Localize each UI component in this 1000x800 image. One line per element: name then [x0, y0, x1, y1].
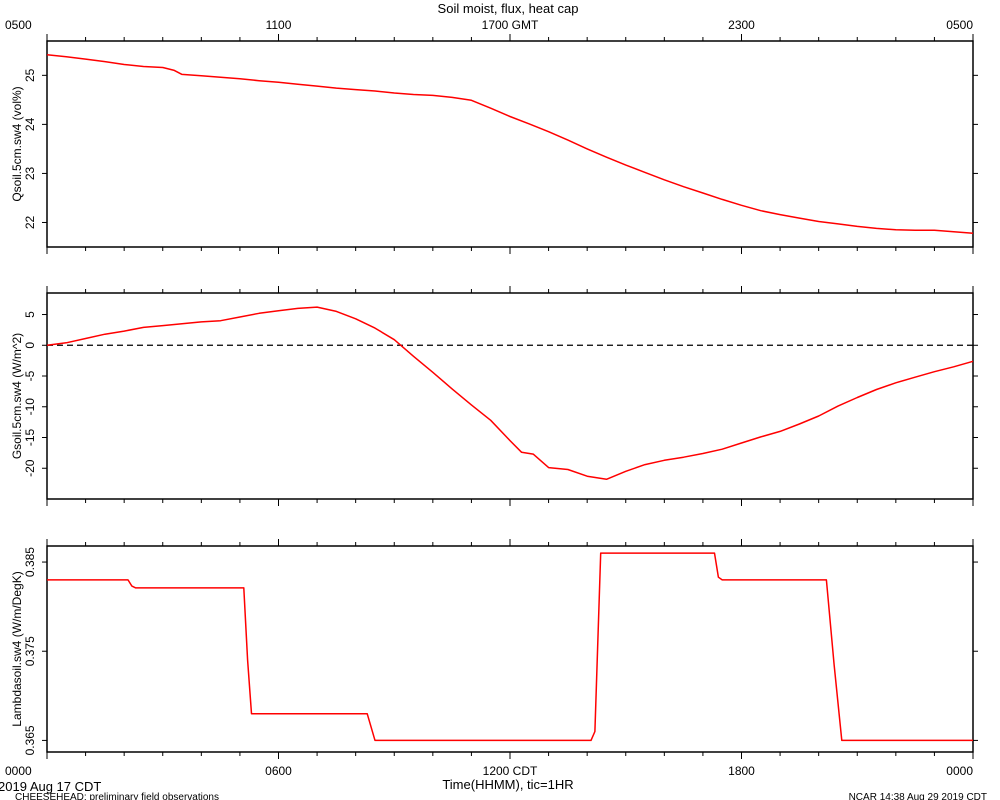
y-tick-label: 5 — [23, 311, 37, 318]
top-tick-label: 2300 — [728, 18, 755, 32]
plot-frame — [46, 40, 974, 248]
chart-title: Soil moist, flux, heat cap — [438, 1, 579, 16]
bottom-tick-label: 0600 — [265, 764, 292, 778]
series-line — [46, 53, 974, 235]
series-line — [47, 552, 973, 742]
bottom-axis-tick-labels: 0000 0600 1200 CDT 1800 0000 — [5, 764, 973, 778]
panel-1: 22 23 24 25 Qsoil.5cm.sw4 (vol%) — [10, 34, 978, 254]
y-tick-label: 24 — [23, 117, 37, 131]
bottom-tick-label: 0000 — [5, 764, 32, 778]
top-tick-label: 1700 GMT — [482, 18, 539, 32]
bottom-tick-label: 1200 CDT — [483, 764, 538, 778]
y-tick-label: 0 — [23, 342, 37, 349]
top-tick-label: 0500 — [5, 18, 32, 32]
footer-project: CHEESEHEAD: preliminary field observatio… — [15, 792, 219, 800]
y-tick-label: 0.385 — [23, 547, 37, 577]
top-tick-label: 0500 — [946, 18, 973, 32]
y-axis-label: Qsoil.5cm.sw4 (vol%) — [10, 86, 24, 201]
y-tick-label: 25 — [23, 68, 37, 82]
series-line — [46, 306, 974, 481]
y-tick-label: 23 — [23, 166, 37, 180]
y-tick-label: 0.365 — [23, 725, 37, 755]
plot-frame — [46, 545, 974, 753]
y-tick-label: -20 — [23, 459, 37, 477]
chart-panels: 22 23 24 25 Qsoil.5cm.sw4 (vol%) 5 0 -5 -10 -15 -2… — [10, 34, 978, 759]
bottom-tick-label: 1800 — [728, 764, 755, 778]
y-tick-label: -10 — [23, 398, 37, 416]
top-tick-label: 1100 — [266, 18, 292, 32]
x-axis-label: Time(HHMM), tic=1HR — [442, 777, 573, 792]
footer-date: 2019 Aug 17 CDT — [0, 779, 101, 794]
y-tick-label: 22 — [23, 215, 37, 229]
y-tick-label: -15 — [23, 429, 37, 447]
y-axis-label: Gsoil.5cm.sw4 (W/m^2) — [10, 333, 24, 459]
y-tick-label: 0.375 — [23, 636, 37, 666]
y-tick-label: -5 — [23, 370, 37, 381]
y-axis-label: Lambdasoil.sw4 (W/m/DegK) — [10, 571, 24, 726]
top-axis-tick-labels: 0500 1100 1700 GMT 2300 0500 — [5, 18, 973, 32]
footer-credit: NCAR 14:38 Aug 29 2019 CDT — [849, 792, 987, 800]
bottom-tick-label: 0000 — [946, 764, 973, 778]
